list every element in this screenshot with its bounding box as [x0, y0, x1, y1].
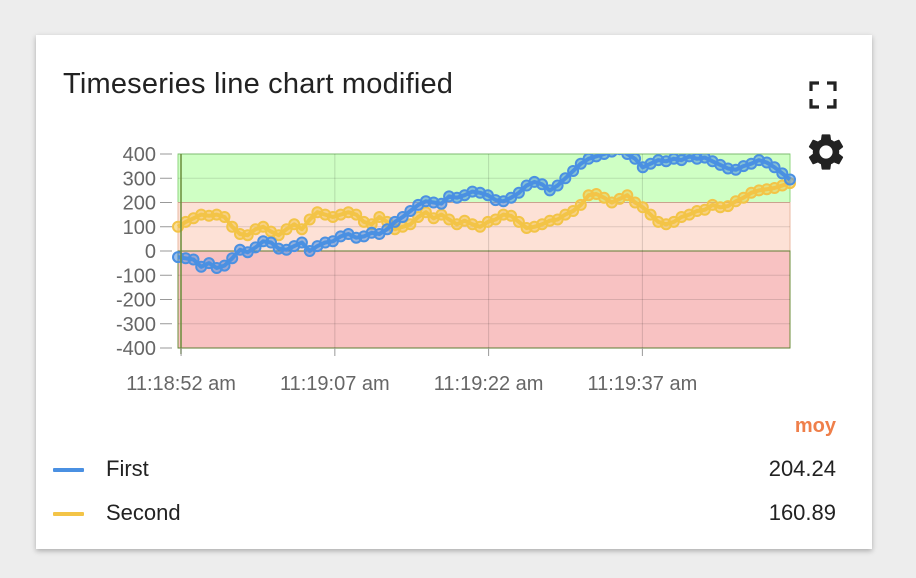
legend-header-moy: moy [794, 415, 836, 437]
legend-value-second: 160.89 [768, 500, 836, 525]
y-tick-label: 400 [123, 144, 156, 166]
x-tick-label: 11:19:22 am [434, 373, 544, 395]
legend-item-first[interactable]: First 204.24 [36, 454, 872, 484]
data-point-first[interactable] [567, 165, 580, 177]
data-point-second[interactable] [644, 208, 657, 221]
data-point-first[interactable] [435, 197, 448, 210]
data-point-first[interactable] [629, 154, 642, 165]
data-point-first[interactable] [381, 223, 394, 236]
data-point-second[interactable] [350, 208, 363, 221]
data-point-second[interactable] [272, 229, 285, 242]
data-point-first[interactable] [615, 144, 625, 156]
data-point-second[interactable] [621, 189, 634, 202]
y-tick-label: -300 [116, 314, 156, 336]
data-point-first[interactable] [218, 259, 231, 272]
data-point-first[interactable] [295, 236, 308, 249]
data-point-first[interactable] [768, 161, 781, 174]
data-point-second[interactable] [567, 205, 580, 217]
y-tick-label: 0 [145, 241, 156, 263]
data-point-first[interactable] [551, 179, 564, 192]
widget-card: Timeseries line chart modified 400 300 200… [36, 35, 872, 549]
threshold-band-2 [177, 250, 791, 349]
data-point-first[interactable] [265, 236, 277, 249]
y-tick-label: 300 [123, 168, 156, 190]
y-tick-label: -200 [116, 290, 156, 312]
data-point-first[interactable] [598, 149, 611, 160]
data-point-second[interactable] [404, 218, 417, 231]
legend-swatch-second [53, 512, 84, 516]
y-tick-label: 200 [123, 193, 156, 215]
data-point-second[interactable] [303, 213, 316, 226]
fullscreen-button[interactable] [806, 78, 840, 112]
y-tick-label: 100 [123, 217, 156, 239]
legend-swatch-first [53, 468, 84, 472]
data-point-second[interactable] [295, 223, 308, 236]
data-point-first[interactable] [249, 241, 262, 254]
data-point-first[interactable] [606, 147, 618, 158]
data-point-first[interactable] [784, 173, 796, 186]
data-point-first[interactable] [512, 186, 525, 199]
fullscreen-icon [809, 81, 837, 109]
y-tick-label: -400 [116, 338, 156, 360]
data-point-second[interactable] [505, 209, 518, 222]
legend-label-first: First [106, 456, 149, 481]
x-tick-label: 11:19:37 am [588, 373, 698, 395]
legend-label-second: Second [106, 500, 181, 525]
data-point-second[interactable] [636, 201, 649, 214]
plot-area [172, 144, 796, 274]
data-point-first[interactable] [187, 253, 200, 266]
data-point-second[interactable] [512, 215, 525, 228]
data-point-first[interactable] [226, 252, 239, 265]
gear-icon [808, 134, 844, 170]
data-point-first[interactable] [559, 172, 572, 185]
data-point-second[interactable] [226, 220, 239, 233]
data-point-second[interactable] [218, 211, 231, 223]
x-tick-label: 11:18:52 am [126, 373, 236, 395]
data-point-first[interactable] [536, 178, 549, 191]
data-point-first[interactable] [776, 167, 789, 180]
legend-value-first: 204.24 [768, 456, 836, 481]
x-tick-label: 11:19:07 am [280, 373, 390, 395]
data-point-second[interactable] [241, 229, 254, 242]
widget-title: Timeseries line chart modified [63, 68, 454, 100]
data-point-first[interactable] [396, 211, 409, 223]
settings-button[interactable] [804, 130, 848, 174]
y-tick-label: -100 [116, 265, 156, 287]
data-point-first[interactable] [404, 205, 417, 217]
legend-item-second[interactable]: Second 160.89 [36, 498, 872, 528]
data-point-second[interactable] [574, 198, 587, 211]
